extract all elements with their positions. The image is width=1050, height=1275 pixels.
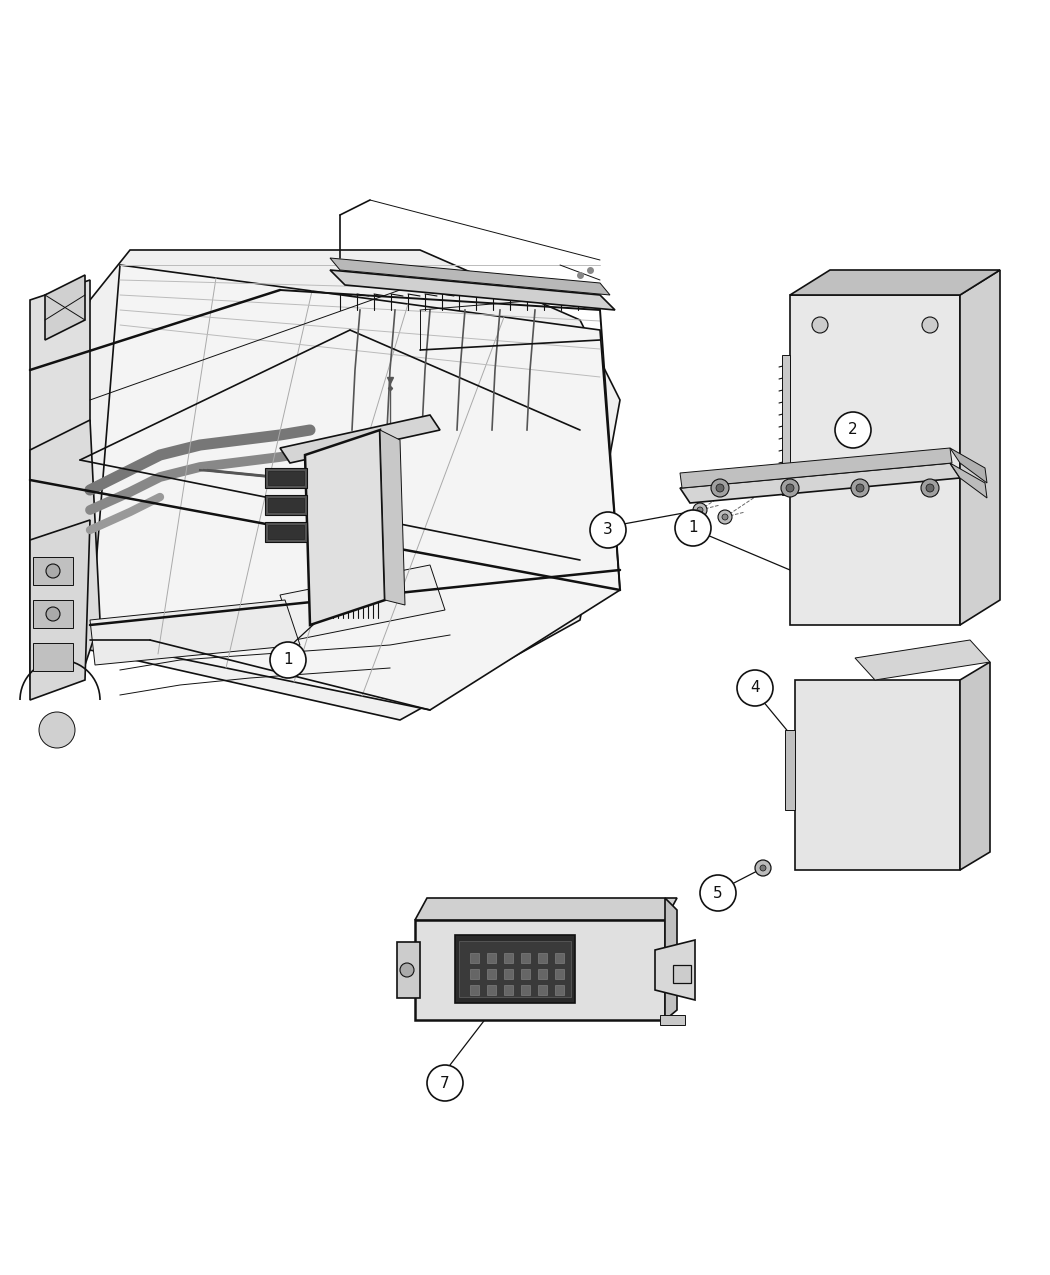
Polygon shape [90,601,300,666]
Bar [673,965,691,983]
Text: 3: 3 [603,523,613,538]
Polygon shape [90,265,620,710]
Circle shape [922,317,938,333]
Circle shape [722,514,728,520]
Text: 7: 7 [440,1076,449,1090]
Bar [538,952,547,963]
Polygon shape [30,250,620,720]
Polygon shape [665,898,677,1020]
Bar [487,986,496,994]
Bar [33,557,74,585]
Circle shape [427,1065,463,1102]
Bar [470,986,479,994]
Polygon shape [680,463,960,504]
Polygon shape [455,935,575,1003]
Polygon shape [785,731,795,810]
Circle shape [270,643,306,678]
Polygon shape [655,940,695,1000]
Bar [504,969,513,979]
Bar [555,969,564,979]
Bar [265,468,307,488]
Circle shape [737,669,773,706]
Polygon shape [330,270,615,310]
Polygon shape [950,448,987,483]
Circle shape [46,564,60,578]
Polygon shape [304,430,385,625]
Polygon shape [790,295,960,625]
Bar [521,986,530,994]
Bar [538,969,547,979]
Bar [555,952,564,963]
Text: 5: 5 [713,886,722,900]
Polygon shape [782,354,790,495]
Circle shape [39,711,75,748]
Polygon shape [660,1015,685,1025]
Circle shape [786,484,794,492]
Polygon shape [415,898,677,921]
Polygon shape [30,419,100,680]
Circle shape [835,412,871,448]
Circle shape [926,484,934,492]
Polygon shape [960,270,1000,625]
Bar [470,969,479,979]
Polygon shape [280,414,440,463]
Circle shape [921,479,939,497]
Bar [33,601,74,629]
Circle shape [856,484,864,492]
Text: 1: 1 [284,653,293,668]
Polygon shape [380,430,405,606]
Circle shape [716,484,724,492]
Polygon shape [950,463,987,499]
Circle shape [697,507,704,513]
Polygon shape [280,565,445,640]
Bar [265,495,307,515]
Bar [555,986,564,994]
Bar [268,470,304,484]
Polygon shape [415,921,665,1020]
Polygon shape [680,448,952,488]
Circle shape [755,861,771,876]
Bar [487,969,496,979]
Text: 4: 4 [750,681,760,695]
Bar [538,986,547,994]
Circle shape [693,504,707,516]
Bar [268,499,304,513]
Circle shape [400,963,414,977]
Bar [504,986,513,994]
Text: 1: 1 [688,520,698,536]
Circle shape [46,607,60,621]
Circle shape [675,510,711,546]
Polygon shape [30,280,90,680]
Polygon shape [330,258,610,295]
Bar [521,969,530,979]
Bar [33,643,74,671]
Circle shape [812,317,828,333]
Bar [470,952,479,963]
Text: 2: 2 [848,422,858,437]
Bar [521,952,530,963]
Circle shape [781,479,799,497]
Circle shape [850,479,869,497]
Polygon shape [790,270,1000,295]
Circle shape [700,875,736,912]
Bar [265,521,307,542]
Circle shape [718,510,732,524]
Polygon shape [960,662,990,870]
Bar [487,952,496,963]
Bar [459,941,571,997]
Polygon shape [397,942,420,998]
Polygon shape [30,520,90,700]
Bar [268,525,304,539]
Circle shape [711,479,729,497]
Circle shape [590,513,626,548]
Polygon shape [795,680,960,870]
Polygon shape [855,640,990,680]
Bar [504,952,513,963]
Polygon shape [45,275,85,340]
Circle shape [760,864,766,871]
